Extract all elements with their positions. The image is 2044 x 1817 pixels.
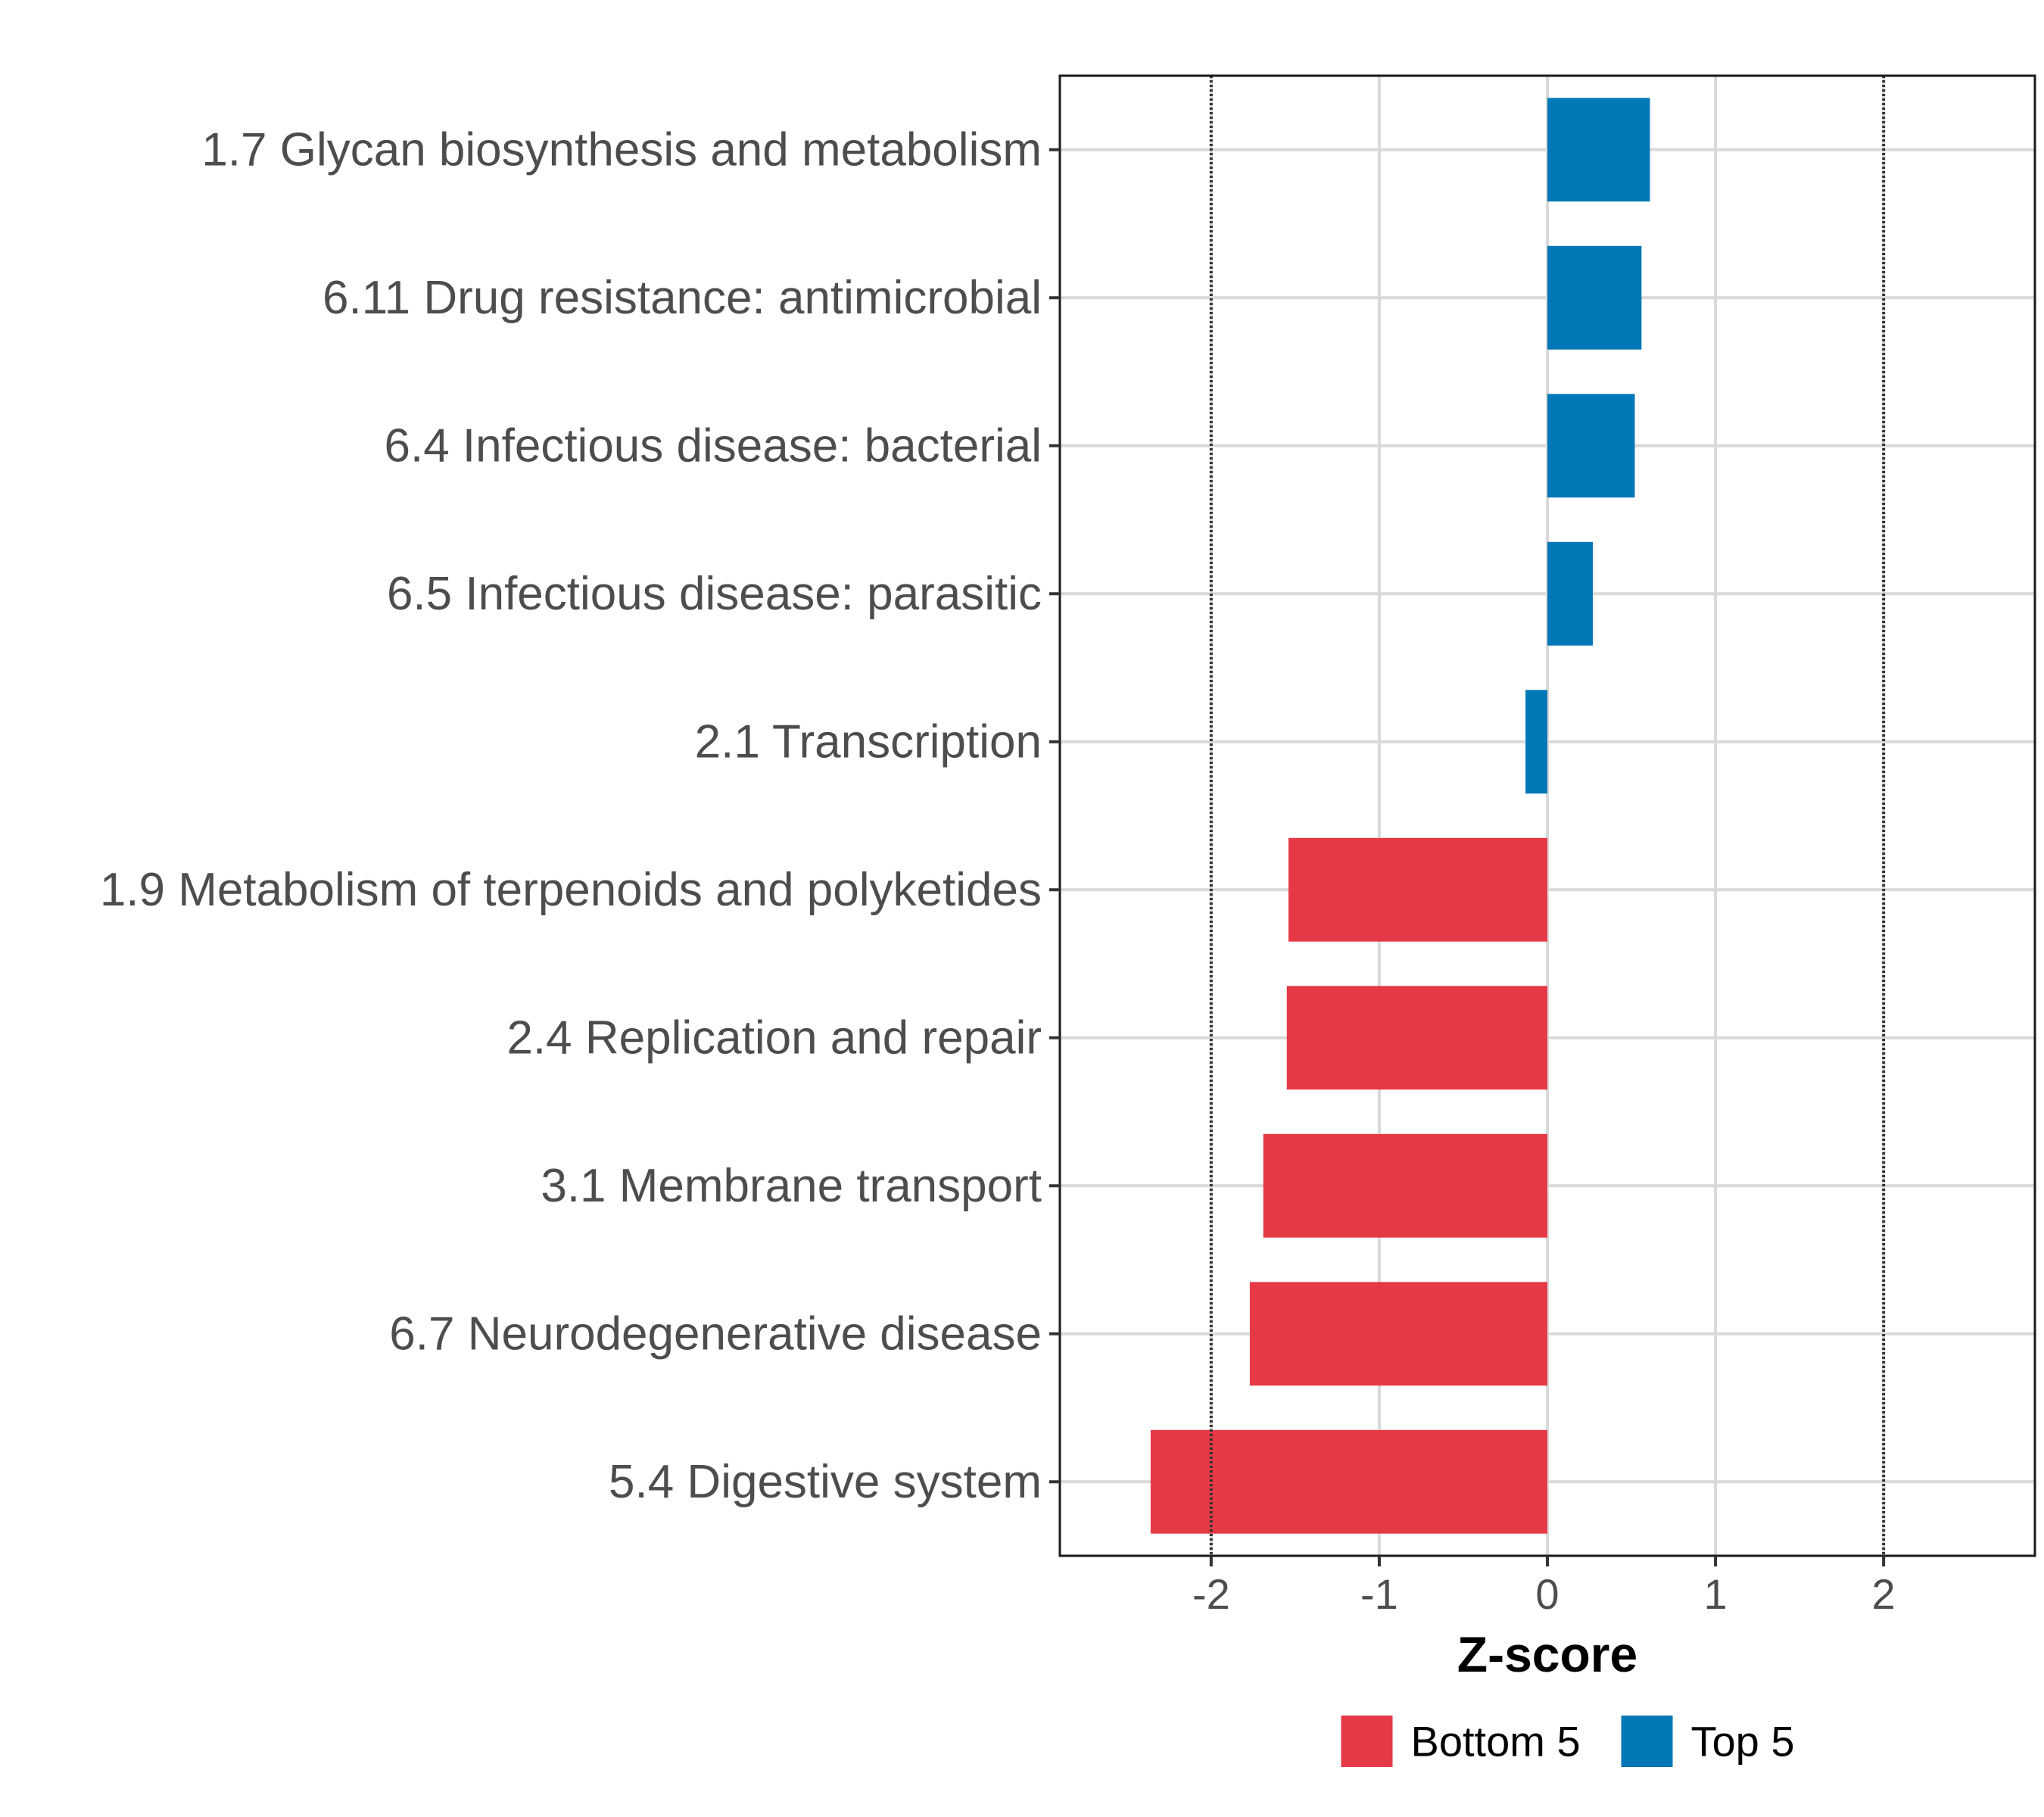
- y-axis: 1.7 Glycan biosynthesis and metabolism 6.…: [100, 123, 1060, 1508]
- y-tick-label: 6.7 Neurodegenerative disease: [389, 1307, 1042, 1360]
- bar: [1263, 1133, 1547, 1238]
- y-tick-label: 6.11 Drug resistance: antimicrobial: [322, 272, 1042, 324]
- bar: [1150, 1429, 1547, 1534]
- legend-label: Bottom 5: [1411, 1718, 1581, 1766]
- bar: [1547, 98, 1650, 202]
- legend-key: [1341, 1716, 1393, 1767]
- bars: [1150, 98, 1650, 1534]
- y-tick-label: 1.9 Metabolism of terpenoids and polyket…: [100, 864, 1042, 916]
- x-tick-label: 0: [1535, 1570, 1559, 1618]
- y-tick-label: 6.5 Infectious disease: parasitic: [387, 568, 1042, 620]
- x-tick-label: 1: [1703, 1570, 1727, 1618]
- y-tick-label: 5.4 Digestive system: [609, 1456, 1042, 1508]
- y-tick-label: 2.1 Transcription: [695, 715, 1042, 768]
- x-axis-title: Z-score: [1457, 1626, 1637, 1682]
- legend-key: [1621, 1716, 1673, 1767]
- reference-lines: [1209, 76, 1886, 1556]
- bar: [1288, 837, 1547, 942]
- legend-label: Top 5: [1691, 1718, 1795, 1766]
- x-tick-label: 2: [1872, 1570, 1896, 1618]
- legend: Bottom 5 Top 5: [1341, 1716, 1795, 1767]
- bar: [1249, 1282, 1547, 1386]
- bar: [1286, 986, 1547, 1090]
- y-tick-label: 3.1 Membrane transport: [541, 1160, 1042, 1212]
- bar: [1547, 394, 1635, 498]
- y-tick-label: 2.4 Replication and repair: [506, 1011, 1042, 1064]
- bar: [1547, 541, 1593, 646]
- y-tick-label: 1.7 Glycan biosynthesis and metabolism: [201, 123, 1042, 176]
- x-tick-label: -1: [1360, 1570, 1398, 1618]
- x-tick-label: -2: [1192, 1570, 1230, 1618]
- x-axis: -2 -1 0 1 2: [1192, 1556, 1896, 1618]
- y-tick-label: 6.4 Infectious disease: bacterial: [384, 419, 1042, 472]
- bar: [1525, 690, 1547, 794]
- bar: [1547, 245, 1642, 350]
